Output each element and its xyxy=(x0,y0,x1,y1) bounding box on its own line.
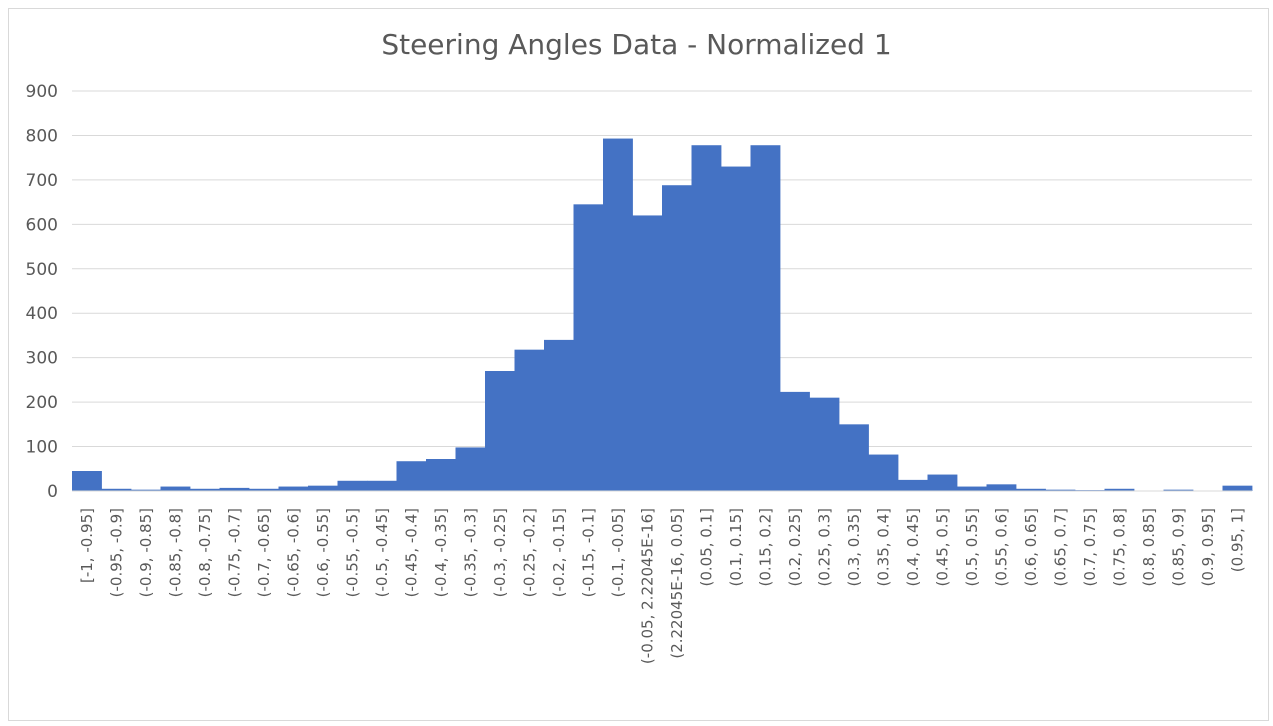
x-tick-label: (-0.75, -0.7] xyxy=(225,508,243,597)
bar xyxy=(750,145,781,491)
x-tick-label: (-0.45, -0.4] xyxy=(402,508,420,597)
bar xyxy=(780,391,810,491)
bar xyxy=(573,204,604,492)
x-tick-label: (0.4, 0.45] xyxy=(904,508,922,587)
x-tick-label: (-0.5, -0.45] xyxy=(373,508,391,597)
bar xyxy=(1222,485,1253,491)
x-tick-label: (0.55, 0.6] xyxy=(992,508,1010,587)
x-tick-label: (0.7, 0.75] xyxy=(1081,508,1099,587)
y-tick-label: 700 xyxy=(26,171,58,191)
bar xyxy=(249,488,279,491)
x-tick-label: (0.85, 0.9] xyxy=(1169,508,1187,587)
bars xyxy=(72,138,1253,492)
bar xyxy=(1104,488,1135,491)
bar xyxy=(632,215,663,491)
y-tick-label: 100 xyxy=(26,438,58,458)
bar xyxy=(809,397,840,491)
x-tick-label: (0.9, 0.95] xyxy=(1199,508,1217,587)
bar xyxy=(308,485,338,491)
bar xyxy=(131,489,161,491)
x-tick-label: (0.25, 0.3] xyxy=(815,508,833,587)
x-tick-label: (0.15, 0.2] xyxy=(756,508,774,587)
x-tick-label: (-0.4, -0.35] xyxy=(432,508,450,597)
bar xyxy=(1163,489,1194,491)
x-tick-label: (-0.55, -0.5] xyxy=(343,508,361,597)
y-tick-labels: 0 100 200 300 400 500 600 700 800 900 xyxy=(26,82,58,502)
x-tick-label: (0.45, 0.5] xyxy=(933,508,951,587)
bar xyxy=(278,486,309,491)
y-tick-label: 500 xyxy=(26,260,58,280)
bar xyxy=(927,474,958,491)
bar xyxy=(957,486,987,491)
x-tick-label: (-0.25, -0.2] xyxy=(520,508,538,597)
x-tick-label: (-0.35, -0.3] xyxy=(461,508,479,597)
x-tick-label: (0.35, 0.4] xyxy=(874,508,892,587)
y-tick-label: 600 xyxy=(26,215,58,235)
bar xyxy=(485,371,515,491)
y-tick-label: 300 xyxy=(26,349,58,369)
bar xyxy=(190,488,220,491)
x-tick-label: (0.75, 0.8] xyxy=(1110,508,1128,587)
x-tick-label: (-0.9, -0.85] xyxy=(137,508,155,597)
bar xyxy=(839,424,869,491)
x-tick-label: (-0.6, -0.55] xyxy=(314,508,332,597)
x-tick-label: (0.1, 0.15] xyxy=(727,508,745,587)
x-tick-label: (0.8, 0.85] xyxy=(1140,508,1158,587)
bar xyxy=(101,488,132,491)
x-tick-label: (-0.05, 2.22045E-16] xyxy=(638,508,656,664)
x-tick-label: (-0.7, -0.65] xyxy=(255,508,273,597)
x-tick-label: (-0.8, -0.75] xyxy=(196,508,214,597)
x-tick-label: (0.5, 0.55] xyxy=(963,508,981,587)
bar xyxy=(544,339,574,491)
x-tick-label: (2.22045E-16, 0.05] xyxy=(668,508,686,659)
chart-title: Steering Angles Data - Normalized 1 xyxy=(381,28,892,61)
y-tick-label: 800 xyxy=(26,126,58,146)
bar xyxy=(160,486,191,491)
x-tick-label: (0.3, 0.35] xyxy=(845,508,863,587)
x-tick-label: (-0.15, -0.1] xyxy=(579,508,597,597)
bar xyxy=(868,454,899,491)
bar xyxy=(337,480,368,491)
bar xyxy=(1045,489,1076,491)
x-tick-label: (-0.2, -0.15] xyxy=(550,508,568,597)
y-tick-label: 200 xyxy=(26,393,58,413)
x-tick-label: (-0.3, -0.25] xyxy=(491,508,509,597)
y-tick-label: 900 xyxy=(26,82,58,102)
x-tick-label: (-0.1, -0.05] xyxy=(609,508,627,597)
x-tick-label: (-0.95, -0.9] xyxy=(107,508,125,597)
bar xyxy=(662,185,692,491)
bar xyxy=(72,471,102,491)
bar xyxy=(367,480,397,491)
bar xyxy=(1016,488,1046,491)
bar xyxy=(986,484,1017,491)
y-tick-label: 400 xyxy=(26,304,58,324)
bar xyxy=(898,479,928,491)
x-tick-label: (0.65, 0.7] xyxy=(1051,508,1069,587)
bar xyxy=(721,166,751,492)
bar xyxy=(514,349,545,491)
bar xyxy=(396,461,427,491)
x-tick-label: (0.6, 0.65] xyxy=(1022,508,1040,587)
x-tick-label: (0.05, 0.1] xyxy=(697,508,715,587)
y-tick-label: 0 xyxy=(47,482,58,502)
x-tick-label: (0.2, 0.25] xyxy=(786,508,804,587)
x-tick-label: (0.95, 1] xyxy=(1228,508,1246,572)
x-tick-label: [-1, -0.95] xyxy=(78,508,96,583)
bar xyxy=(455,447,486,491)
bar xyxy=(691,145,722,491)
bar xyxy=(426,459,456,491)
bar xyxy=(603,138,633,492)
bar xyxy=(219,487,250,491)
x-tick-labels: [-1, -0.95] (-0.95, -0.9] (-0.9, -0.85] (-0… xyxy=(78,508,1247,664)
x-tick-label: (-0.85, -0.8] xyxy=(166,508,184,597)
x-tick-label: (-0.65, -0.6] xyxy=(284,508,302,597)
